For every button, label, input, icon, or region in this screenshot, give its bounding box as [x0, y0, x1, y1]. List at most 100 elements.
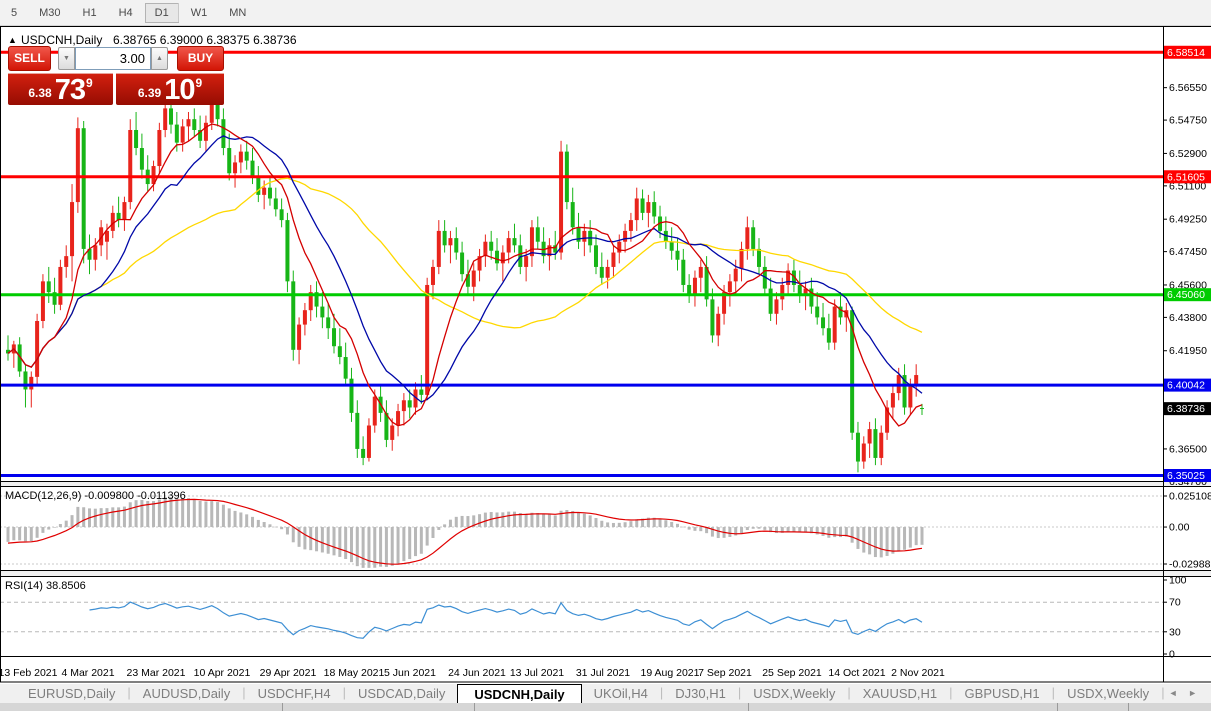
symbol-tab-xauusd[interactable]: XAUUSD,H1 [862, 686, 938, 701]
timeframe-button-w1[interactable]: W1 [190, 6, 208, 19]
symbol-tab-dj30[interactable]: DJ30,H1 [675, 686, 726, 701]
symbol-tab-ukoil[interactable]: UKOil,H4 [593, 686, 648, 701]
candle-body [914, 375, 919, 386]
macd-histogram-bar [268, 524, 272, 528]
buy-button[interactable]: BUY [177, 46, 224, 71]
macd-histogram-bar [588, 515, 592, 528]
ma-fast-line [7, 123, 923, 427]
macd-tick-label: 0.00 [1169, 522, 1190, 534]
candle-body [611, 252, 616, 267]
macd-histogram-bar [606, 522, 610, 528]
symbol-tab-eurusd[interactable]: EURUSD,Daily [28, 686, 116, 701]
macd-histogram-bar [728, 527, 732, 537]
candle-body [401, 400, 406, 412]
candle-body [675, 250, 680, 260]
tab-separator: | [1051, 685, 1056, 700]
timeframe-button-h4[interactable]: H4 [118, 6, 133, 19]
ma-medium-line [7, 135, 923, 403]
strip-separator [474, 703, 475, 711]
price-tick-label: 6.41950 [1169, 345, 1207, 357]
strip-separator [282, 703, 283, 711]
macd-histogram-bar [204, 501, 208, 528]
macd-histogram-bar [763, 527, 767, 530]
candle-body [756, 248, 761, 267]
macd-histogram-bar [879, 527, 883, 558]
macd-histogram-bar [169, 496, 173, 528]
macd-histogram-bar [408, 527, 412, 560]
rsi-line [89, 601, 923, 639]
tab-separator: | [127, 685, 131, 700]
buy-price-display[interactable]: 6.39 10 9 [116, 73, 224, 105]
symbol-tab-audusd[interactable]: AUDUSD,Daily [142, 686, 231, 701]
candle-body [81, 128, 86, 249]
candle-body [710, 299, 715, 336]
tab-separator: | [659, 685, 664, 700]
macd-label: MACD(12,26,9) -0.009800 -0.011396 [5, 490, 186, 502]
symbol-tab-usdchf[interactable]: USDCHF,H4 [257, 686, 331, 701]
date-label: 10 Apr 2021 [194, 667, 251, 679]
date-label: 29 Apr 2021 [260, 667, 317, 679]
macd-histogram-bar [798, 527, 802, 533]
candle-body [529, 227, 534, 257]
candle-body [727, 281, 732, 293]
volume-decrease-button[interactable]: ▼ [58, 47, 75, 70]
macd-histogram-bar [245, 514, 249, 528]
macd-histogram-bar [338, 527, 342, 557]
rsi-label: RSI(14) 38.8506 [5, 580, 86, 592]
macd-histogram-bar [29, 527, 33, 542]
candle-body [35, 320, 40, 377]
candle-body [483, 241, 488, 257]
tab-separator: | [737, 685, 742, 700]
macd-histogram-bar [838, 527, 842, 538]
date-label: 2 Nov 2021 [891, 667, 945, 679]
candle-body [768, 288, 773, 314]
collapse-arrow-icon[interactable]: ▲ [8, 35, 17, 45]
candle-body [337, 346, 342, 358]
candle-body [396, 411, 401, 426]
macd-histogram-bar [414, 527, 418, 557]
price-level-badge: 6.58514 [1167, 47, 1205, 59]
candle-body [221, 119, 226, 149]
macd-histogram-bar [315, 527, 319, 552]
sell-price-display[interactable]: 6.38 73 9 [8, 73, 113, 105]
chart-canvas[interactable]: 6.56550 6.54750 6.52900 6.51100 6.49250 6.474… [0, 26, 1211, 684]
sell-button[interactable]: SELL [8, 46, 51, 71]
candle-body [821, 317, 826, 329]
macd-histogram-bar [53, 527, 57, 528]
timeframe-button-mn[interactable]: MN [229, 6, 247, 19]
symbol-tab-usdx[interactable]: USDX,Weekly [753, 686, 836, 701]
price-level-badge-bg [1164, 45, 1211, 59]
candle-body [762, 266, 767, 289]
timeframe-button-m30[interactable]: M30 [39, 6, 61, 19]
candle-body [17, 344, 22, 372]
tab-scroll-arrows[interactable]: ◄ ► [1168, 688, 1201, 698]
ma-slow-line [7, 177, 923, 368]
symbol-tab-usdcad[interactable]: USDCAD,Daily [357, 686, 446, 701]
macd-histogram-bar [210, 501, 214, 528]
volume-increase-button[interactable]: ▲ [151, 47, 168, 70]
candle-body [297, 324, 302, 350]
macd-histogram-bar [856, 527, 860, 549]
timeframe-toolbar: 5 M30 H1 H4 D1 W1 MN [0, 0, 1211, 26]
candle-body [733, 268, 738, 282]
candle-body [6, 349, 10, 354]
symbol-tab-usdcnh-active[interactable]: USDCNH,Daily [457, 684, 582, 703]
macd-histogram-bar [670, 521, 674, 528]
macd-histogram-bar [157, 499, 161, 528]
candle-body [87, 248, 92, 260]
symbol-tab-gbpusd[interactable]: GBPUSD,H1 [964, 686, 1040, 701]
macd-histogram-bar [82, 507, 86, 528]
macd-histogram-bar [617, 522, 621, 528]
timeframe-button-h1[interactable]: H1 [82, 6, 97, 19]
volume-input[interactable]: 3.00 [75, 47, 151, 70]
timeframe-button-5[interactable]: 5 [11, 6, 18, 19]
tab-separator: | [242, 685, 246, 700]
macd-histogram-bar [472, 515, 476, 528]
chart-frame-group [0, 26, 1211, 683]
candle-body [349, 378, 354, 413]
macd-histogram-bar [699, 527, 703, 532]
toolbar-separator [178, 3, 179, 22]
timeframe-button-d1[interactable]: D1 [144, 2, 179, 23]
symbol-tab-usdx[interactable]: USDX,Weekly [1067, 686, 1150, 701]
macd-histogram-bar [460, 515, 464, 528]
